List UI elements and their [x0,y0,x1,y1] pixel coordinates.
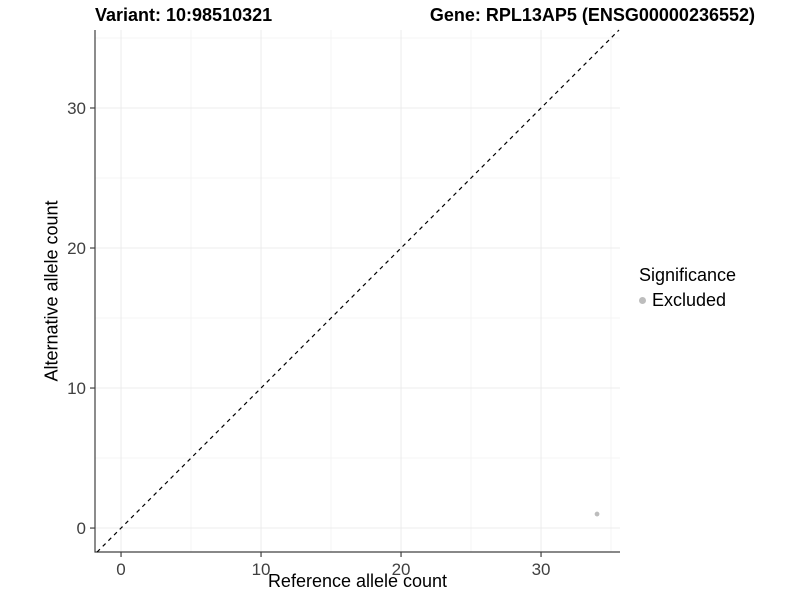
legend-item-excluded: Excluded [639,289,736,311]
title-variant: Variant: 10:98510321 [95,5,273,25]
legend: Significance Excluded [639,264,736,311]
legend-item-label: Excluded [652,290,727,310]
y-tick-label: 30 [67,99,86,118]
data-point [594,511,600,517]
plot-title: Variant: 10:98510321 Gene: RPL13AP5 (ENS… [95,5,755,26]
legend-point-icon [639,296,646,304]
legend-title: Significance [639,265,737,285]
x-tick-label: 20 [392,560,411,579]
y-axis-title: Alternative allele count [41,200,62,382]
x-tick-label: 30 [532,560,551,579]
y-tick-label: 0 [77,519,86,538]
y-tick-label: 10 [67,379,86,398]
identity-dashed-line [96,29,620,553]
x-axis-title: Reference allele count [267,571,448,591]
title-gene: Gene: RPL13AP5 (ENSG00000236552) [429,5,755,25]
x-tick-label: 10 [252,560,271,579]
y-tick-label: 20 [67,239,86,258]
x-tick-label: 0 [116,560,125,579]
